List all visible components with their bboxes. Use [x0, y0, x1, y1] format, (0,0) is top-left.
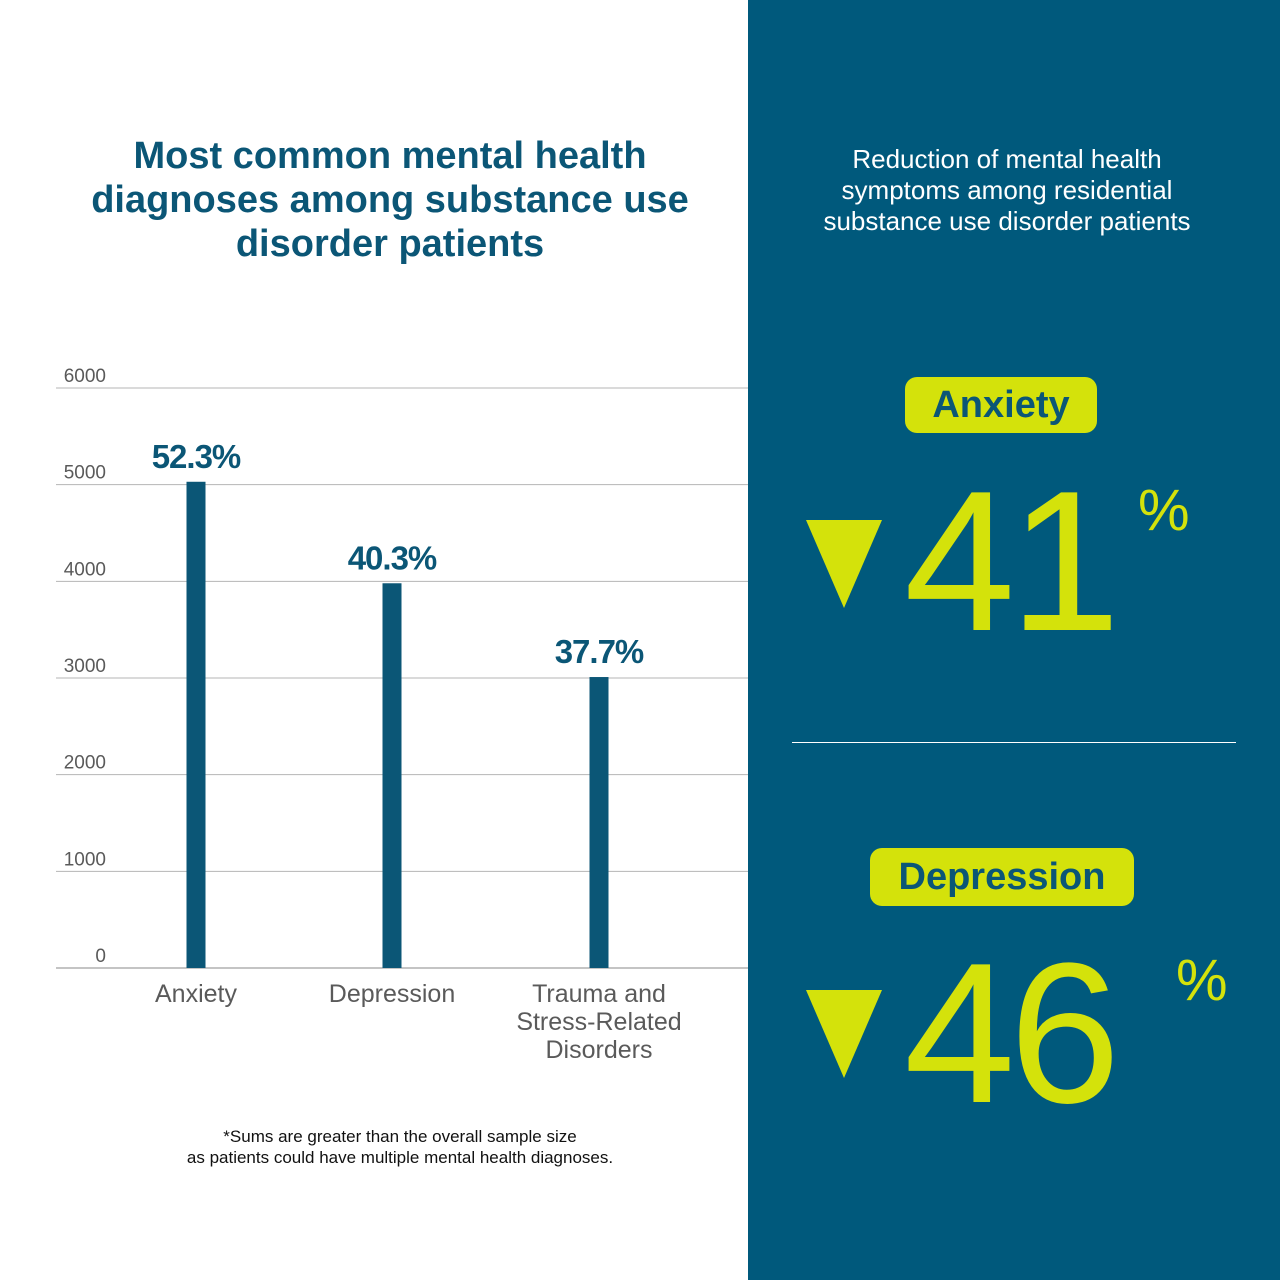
y-tick-label: 5000	[64, 463, 106, 484]
depression-label-pill: Depression	[870, 848, 1134, 906]
y-tick-label: 6000	[64, 366, 106, 387]
right-panel	[748, 0, 1280, 1280]
bar	[186, 481, 206, 968]
bar	[589, 677, 609, 968]
bar-data-label: 40.3%	[348, 539, 437, 576]
x-category-label: Stress-Related	[516, 1008, 681, 1036]
y-tick-label: 4000	[64, 559, 106, 580]
y-tick-label: 2000	[64, 753, 106, 774]
x-category-label: Anxiety	[155, 980, 237, 1008]
chart-title: Most common mental health diagnoses amon…	[91, 135, 689, 265]
depression-reduction-value: 46	[904, 922, 1120, 1145]
bar-data-label: 37.7%	[555, 633, 644, 670]
bar	[382, 583, 402, 968]
down-arrow-icon	[806, 990, 882, 1078]
x-category-label: Depression	[329, 980, 455, 1008]
x-category-label: Disorders	[546, 1036, 653, 1064]
down-arrow-icon	[806, 520, 882, 608]
depression-percent-sign: %	[1176, 948, 1228, 1013]
y-tick-label: 3000	[64, 656, 106, 677]
footnote-line-1: *Sums are greater than the overall sampl…	[223, 1127, 577, 1146]
bar-data-label: 52.3%	[152, 438, 241, 475]
y-tick-label: 0	[95, 946, 106, 967]
anxiety-percent-sign: %	[1138, 478, 1190, 543]
anxiety-reduction-value: 41	[904, 450, 1120, 673]
footnote: *Sums are greater than the overall sampl…	[100, 1126, 700, 1168]
bar-chart: 0 1000 2000 3000 4000 5000 6000 52.3% Anxiety 40.…	[56, 366, 748, 1064]
footnote-line-2: as patients could have multiple mental h…	[186, 1148, 614, 1167]
reduction-title: Reduction of mental health symptoms amon…	[823, 144, 1191, 236]
x-category-label: Trauma and	[532, 980, 666, 1008]
left-panel	[0, 0, 748, 1280]
y-tick-label: 1000	[64, 849, 106, 870]
divider	[792, 742, 1236, 743]
anxiety-label-pill: Anxiety	[905, 377, 1097, 433]
